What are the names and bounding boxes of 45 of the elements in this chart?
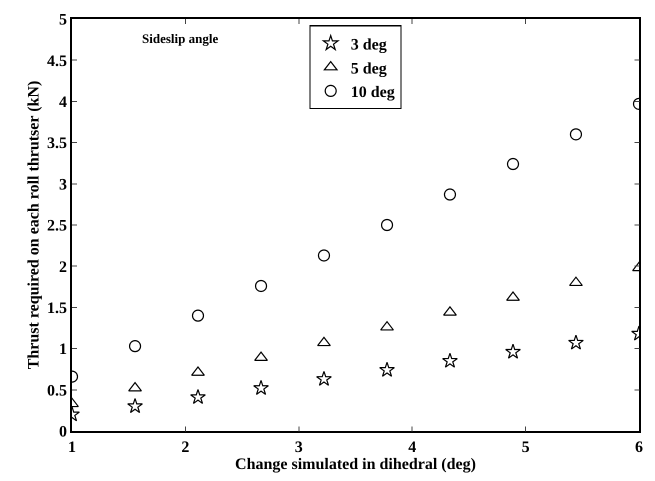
point	[380, 321, 394, 331]
y-tick-label: 0	[59, 424, 68, 441]
point	[380, 218, 394, 232]
point	[254, 280, 268, 292]
x-tick-label: 5	[522, 438, 530, 456]
point	[568, 334, 584, 350]
y-tick-label: 3	[59, 176, 68, 194]
legend-label: 10 deg	[350, 84, 395, 102]
point	[316, 370, 332, 386]
y-tick-label: 1.5	[47, 300, 68, 317]
y-tick-label: 4.5	[47, 52, 68, 70]
point	[505, 344, 521, 359]
point	[254, 352, 268, 362]
point	[442, 352, 458, 368]
point	[190, 388, 206, 404]
point	[570, 128, 582, 140]
annotation: Sideslip angle	[142, 31, 218, 46]
point	[379, 362, 395, 377]
point	[127, 398, 143, 414]
legend-label: 5 deg	[350, 60, 387, 78]
point	[253, 380, 269, 395]
point	[506, 291, 520, 301]
y-tick-label: 0.5	[47, 382, 68, 400]
point	[569, 276, 583, 286]
point	[443, 306, 457, 316]
y-tick-label: 5	[59, 12, 68, 29]
point	[444, 188, 456, 201]
x-tick-label: 4	[408, 438, 416, 456]
y-tick-label: 1	[59, 341, 68, 358]
x-tick-label: 2	[181, 438, 190, 456]
y-tick-label: 3.5	[47, 135, 68, 152]
point	[317, 336, 331, 346]
legend-label: 3 deg	[350, 36, 387, 54]
point	[192, 310, 204, 322]
x-axis-title: Change simulated in dihedral (deg)	[235, 456, 476, 473]
point	[191, 366, 205, 376]
point	[318, 249, 330, 262]
x-tick-label: 3	[294, 438, 303, 456]
y-tick-label: 2	[59, 258, 68, 276]
point	[128, 340, 142, 352]
x-tick-label: 6	[635, 438, 643, 456]
y-tick-label: 4	[59, 94, 68, 111]
point	[506, 158, 520, 170]
y-axis-title: Thrust required on each roll thrutser (kN)	[25, 80, 42, 370]
y-tick-label: 2.5	[47, 218, 68, 235]
